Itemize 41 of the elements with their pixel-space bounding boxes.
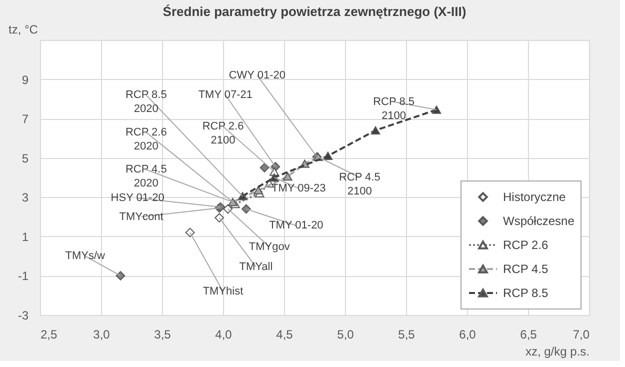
annotation: TMYhist <box>202 285 244 298</box>
annotation: RCP 4.5 2020 <box>125 164 167 190</box>
annotation: TMYgov <box>248 240 290 253</box>
annotation: TMYall <box>239 260 273 273</box>
y-tick-label: 1 <box>22 230 29 244</box>
x-axis-title: xz, g/kg p.s. <box>525 344 590 358</box>
x-tick-label: 5,5 <box>398 328 416 342</box>
annotation: TMY 07-21 <box>198 89 253 101</box>
x-tick-label: 2,5 <box>40 328 58 342</box>
x-tick-label: 7,0 <box>572 328 590 342</box>
annotation: CWY 01-20 <box>228 69 286 82</box>
y-tick-label: -1 <box>18 269 29 284</box>
legend-label: RCP 2.6 <box>503 238 548 252</box>
x-tick-label: 4,5 <box>276 328 294 342</box>
annotation: RCP 8.5 2020 <box>125 89 167 115</box>
y-tick-label: 3 <box>22 190 29 205</box>
y-tick-label: 5 <box>22 151 29 166</box>
y-axis-title: tz, °C <box>8 22 38 36</box>
y-tick-label: -3 <box>18 308 29 322</box>
x-tick-label: 3,5 <box>154 328 172 342</box>
legend-label: RCP 4.5 <box>503 262 548 276</box>
annotation: RCP 4.5 2100 <box>338 172 380 198</box>
annotation: RCP 2.6 2020 <box>125 126 167 152</box>
x-tick-label: 3,0 <box>93 328 110 342</box>
annotation: TMYs/w <box>65 250 106 262</box>
annotation: TMYcont <box>119 210 164 223</box>
chart-title: Średnie parametry powietrza zewnętrznego (X-III) <box>162 4 466 19</box>
annotation: TMY 09-23 <box>272 182 326 194</box>
y-tick-label: 7 <box>22 112 29 126</box>
annotation: RCP 8.5 2100 <box>373 96 414 122</box>
x-tick-label: 4,0 <box>215 328 232 342</box>
x-tick-label: 6,0 <box>459 328 476 342</box>
annotation: TMY 01-20 <box>269 220 324 232</box>
y-tick-label: 9 <box>22 72 29 87</box>
annotation: RCP 2.6 2100 <box>202 120 244 146</box>
legend-label: Współczesne <box>503 214 575 228</box>
annotation: HSY 01-20 <box>110 192 164 204</box>
x-tick-label: 6,5 <box>520 328 538 342</box>
x-tick-label: 5,0 <box>337 328 354 342</box>
legend-label: Historyczne <box>503 190 566 204</box>
legend-label: RCP 8.5 <box>503 286 548 300</box>
